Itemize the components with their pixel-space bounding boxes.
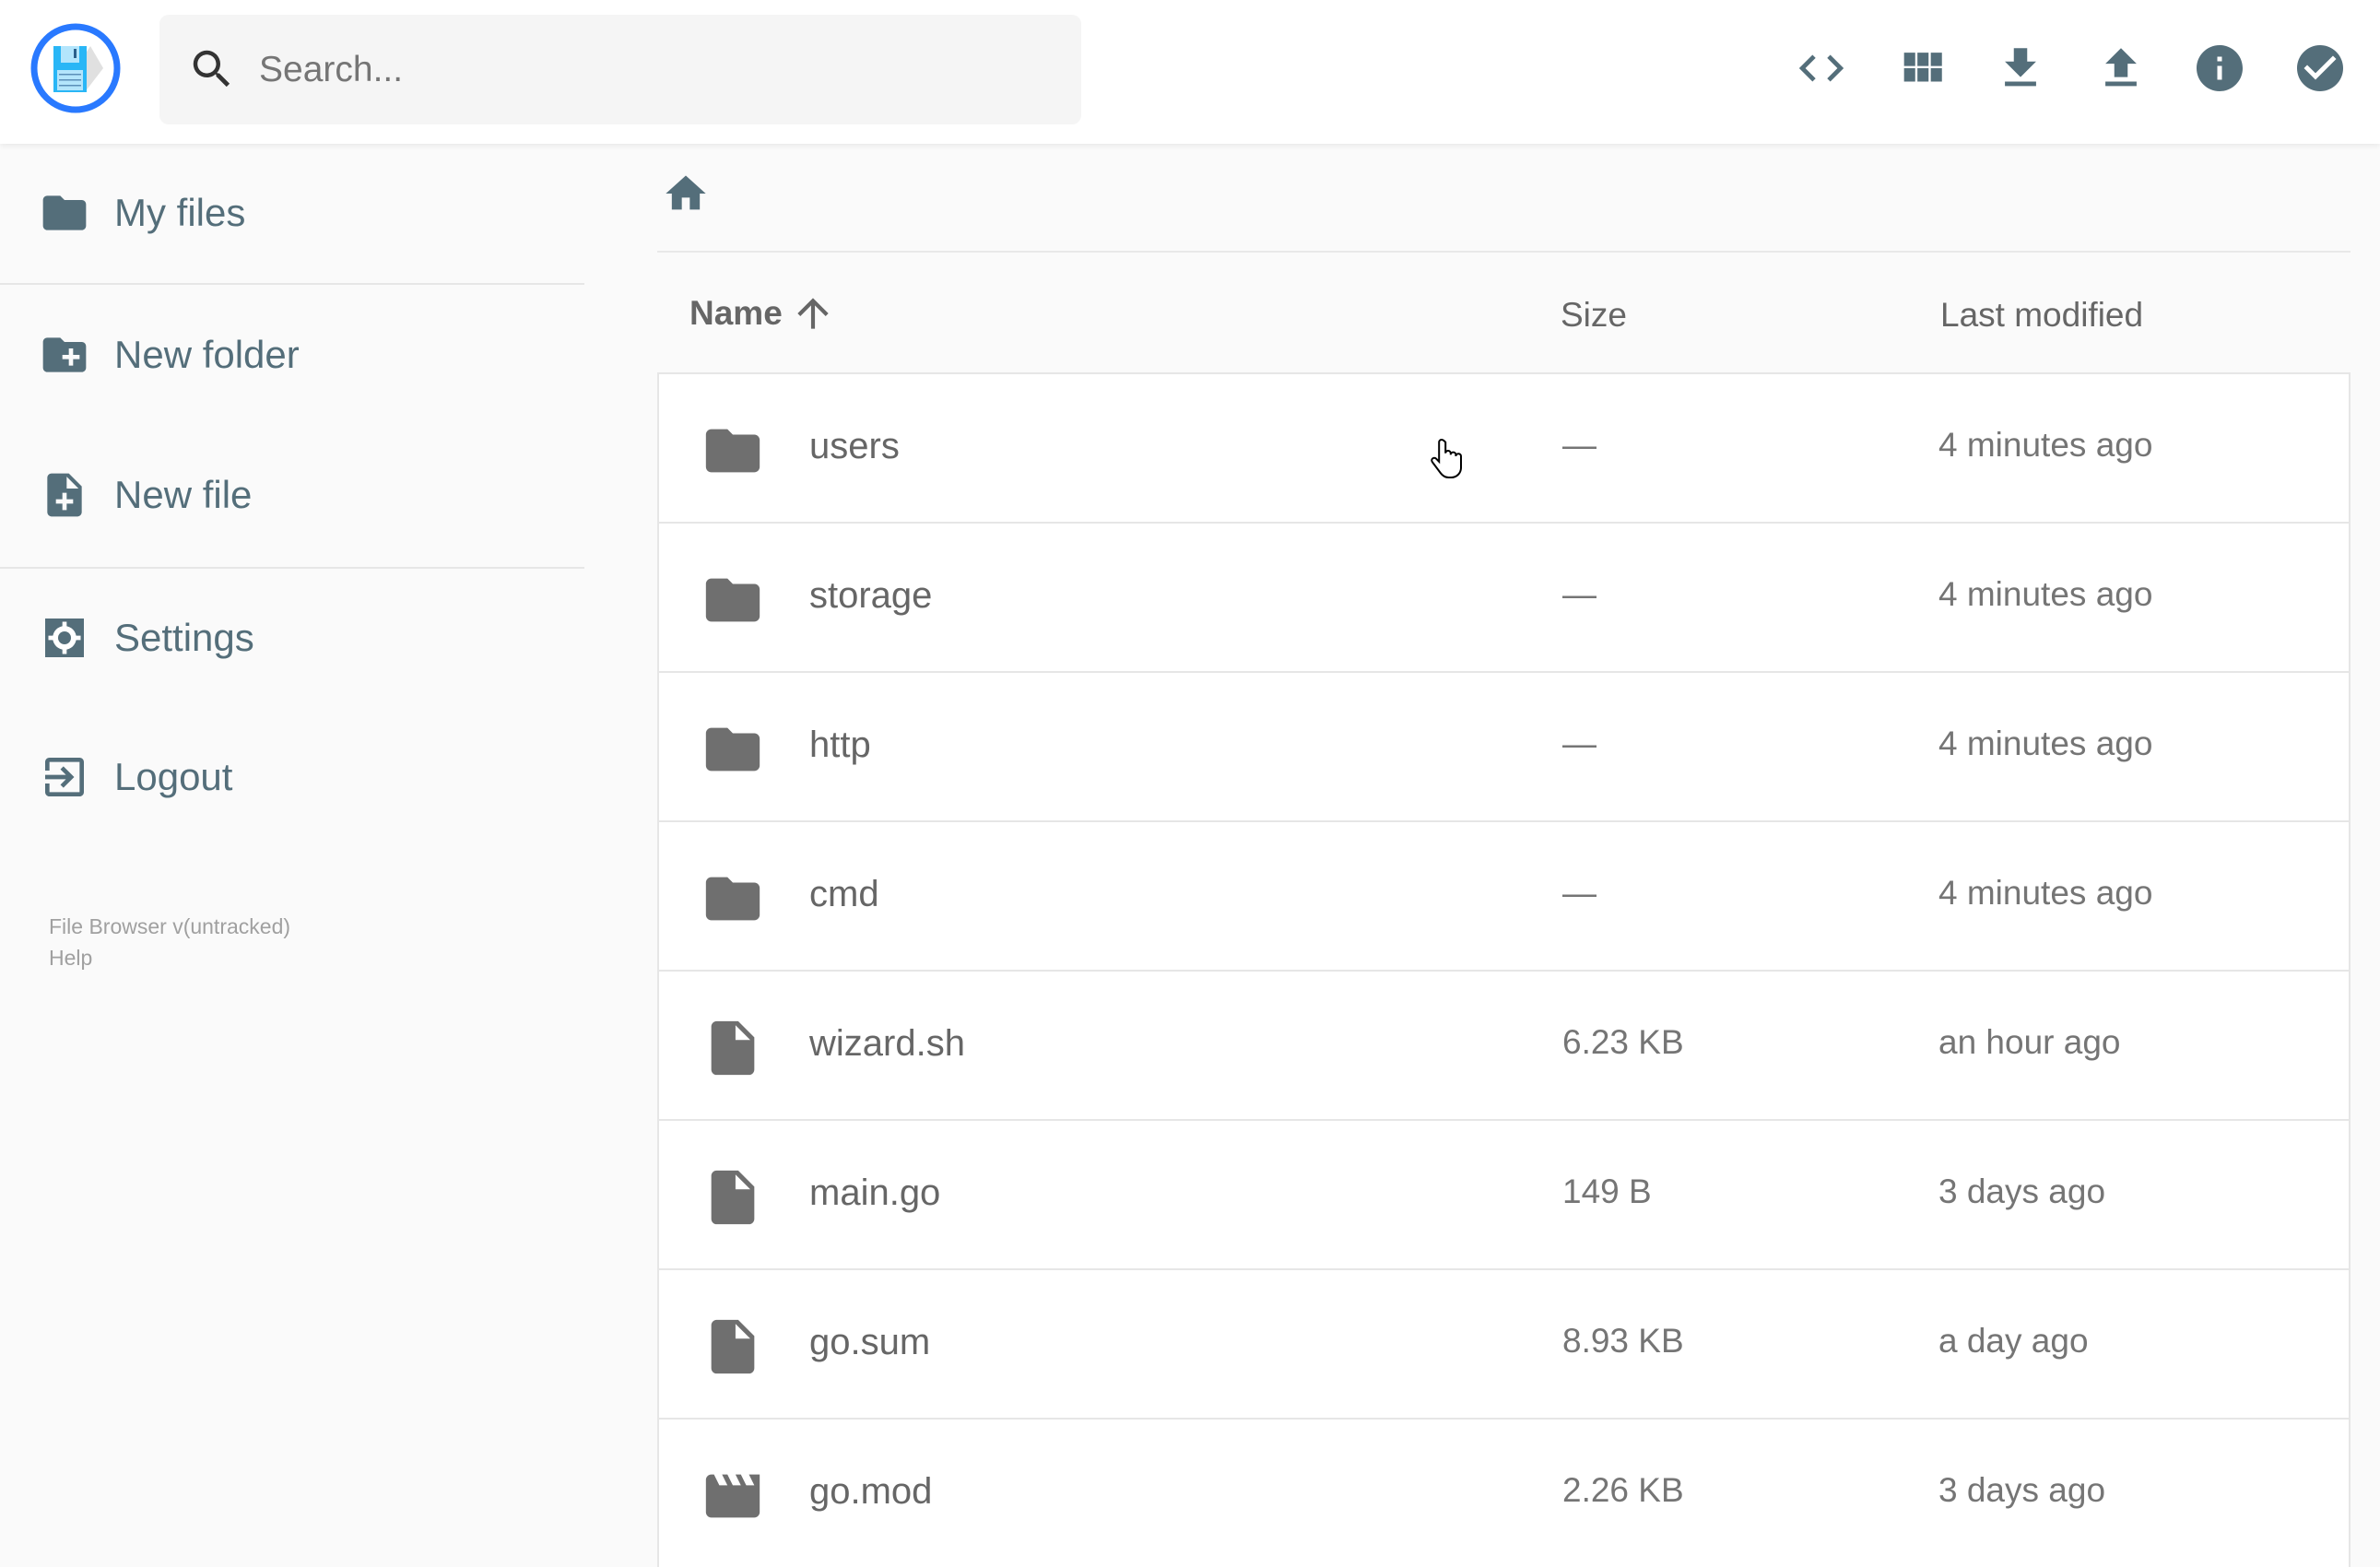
app-logo[interactable] bbox=[29, 22, 122, 114]
file-modified: 4 minutes ago bbox=[1938, 575, 2153, 613]
folder-icon bbox=[42, 195, 87, 230]
search-icon bbox=[193, 50, 230, 88]
table-row[interactable]: storage — 4 minutes ago bbox=[659, 522, 2349, 671]
search-box[interactable] bbox=[159, 15, 1081, 124]
column-header-modified[interactable]: Last modified bbox=[1940, 296, 2144, 334]
table-row[interactable]: users — 4 minutes ago bbox=[659, 372, 2349, 522]
file-size: 6.23 KB bbox=[1562, 1023, 1684, 1061]
grid-view-icon[interactable] bbox=[1894, 41, 1950, 96]
sidebar-item-label: My files bbox=[114, 191, 246, 234]
folder-icon bbox=[701, 866, 765, 936]
create-new-folder-icon bbox=[42, 337, 87, 372]
file-size: — bbox=[1562, 874, 1596, 912]
sidebar-item-new-folder[interactable]: New folder bbox=[0, 309, 584, 401]
file-modified: 4 minutes ago bbox=[1938, 426, 2153, 464]
top-bar bbox=[0, 0, 2380, 144]
file-size: 8.93 KB bbox=[1562, 1322, 1684, 1360]
file-icon bbox=[701, 1016, 765, 1085]
table-row[interactable]: go.sum 8.93 KB a day ago bbox=[659, 1268, 2349, 1418]
file-modified: 4 minutes ago bbox=[1938, 874, 2153, 912]
file-size: 2.26 KB bbox=[1562, 1471, 1684, 1509]
home-icon[interactable] bbox=[662, 170, 710, 218]
file-modified: 4 minutes ago bbox=[1938, 725, 2153, 762]
note-add-icon bbox=[47, 473, 82, 517]
table-row[interactable]: main.go 149 B 3 days ago bbox=[659, 1119, 2349, 1268]
file-name: http bbox=[809, 725, 871, 765]
sidebar-item-label: Logout bbox=[114, 755, 233, 798]
sidebar-item-label: New folder bbox=[114, 333, 300, 376]
download-icon[interactable] bbox=[1993, 41, 2048, 96]
file-name: go.sum bbox=[809, 1322, 931, 1362]
divider bbox=[0, 567, 584, 569]
arrow-up-icon bbox=[797, 298, 829, 329]
file-name: main.go bbox=[809, 1172, 941, 1213]
upload-icon[interactable] bbox=[2093, 41, 2149, 96]
help-link[interactable]: Help bbox=[49, 946, 93, 970]
folder-icon bbox=[701, 568, 765, 637]
version-text: File Browser v(untracked) bbox=[49, 914, 291, 938]
info-icon[interactable] bbox=[2192, 41, 2247, 96]
sidebar-item-new-file[interactable]: New file bbox=[0, 449, 584, 541]
file-name: users bbox=[809, 426, 900, 466]
sidebar-item-label: New file bbox=[114, 473, 253, 516]
file-size: 149 B bbox=[1562, 1172, 1652, 1210]
table-row[interactable]: cmd — 4 minutes ago bbox=[659, 820, 2349, 970]
divider bbox=[0, 283, 584, 285]
hand-cursor-icon bbox=[1431, 438, 1462, 478]
code-icon[interactable] bbox=[1794, 41, 1849, 96]
file-name: cmd bbox=[809, 874, 879, 914]
settings-icon bbox=[45, 619, 84, 657]
file-modified: 3 days ago bbox=[1938, 1172, 2106, 1210]
file-list: users — 4 minutes ago storage — 4 minute… bbox=[657, 372, 2351, 1567]
check-circle-icon[interactable] bbox=[2292, 41, 2348, 96]
search-input[interactable] bbox=[259, 33, 1052, 107]
table-row[interactable]: go.mod 2.26 KB 3 days ago bbox=[659, 1418, 2349, 1567]
sidebar-item-label: Settings bbox=[114, 616, 254, 659]
sidebar-item-logout[interactable]: Logout bbox=[0, 731, 584, 823]
column-header-name[interactable]: Name bbox=[689, 290, 836, 336]
sidebar-item-my-files[interactable]: My files bbox=[0, 167, 584, 259]
file-size: — bbox=[1562, 725, 1596, 762]
column-header-size[interactable]: Size bbox=[1561, 296, 1627, 334]
file-modified: a day ago bbox=[1938, 1322, 2089, 1360]
folder-icon bbox=[701, 418, 765, 488]
exit-icon bbox=[45, 758, 84, 796]
video-file-icon bbox=[701, 1464, 765, 1533]
table-row[interactable]: http — 4 minutes ago bbox=[659, 671, 2349, 820]
divider bbox=[657, 251, 2351, 253]
file-icon bbox=[701, 1165, 765, 1234]
folder-icon bbox=[701, 717, 765, 786]
file-name: storage bbox=[809, 575, 933, 616]
column-label: Name bbox=[689, 294, 783, 332]
file-name: go.mod bbox=[809, 1471, 933, 1512]
sidebar-item-settings[interactable]: Settings bbox=[0, 592, 584, 684]
file-size: — bbox=[1562, 426, 1596, 464]
table-row[interactable]: wizard.sh 6.23 KB an hour ago bbox=[659, 970, 2349, 1119]
file-name: wizard.sh bbox=[809, 1023, 965, 1064]
file-modified: 3 days ago bbox=[1938, 1471, 2106, 1509]
file-size: — bbox=[1562, 575, 1596, 613]
file-modified: an hour ago bbox=[1938, 1023, 2121, 1061]
file-icon bbox=[701, 1314, 765, 1384]
